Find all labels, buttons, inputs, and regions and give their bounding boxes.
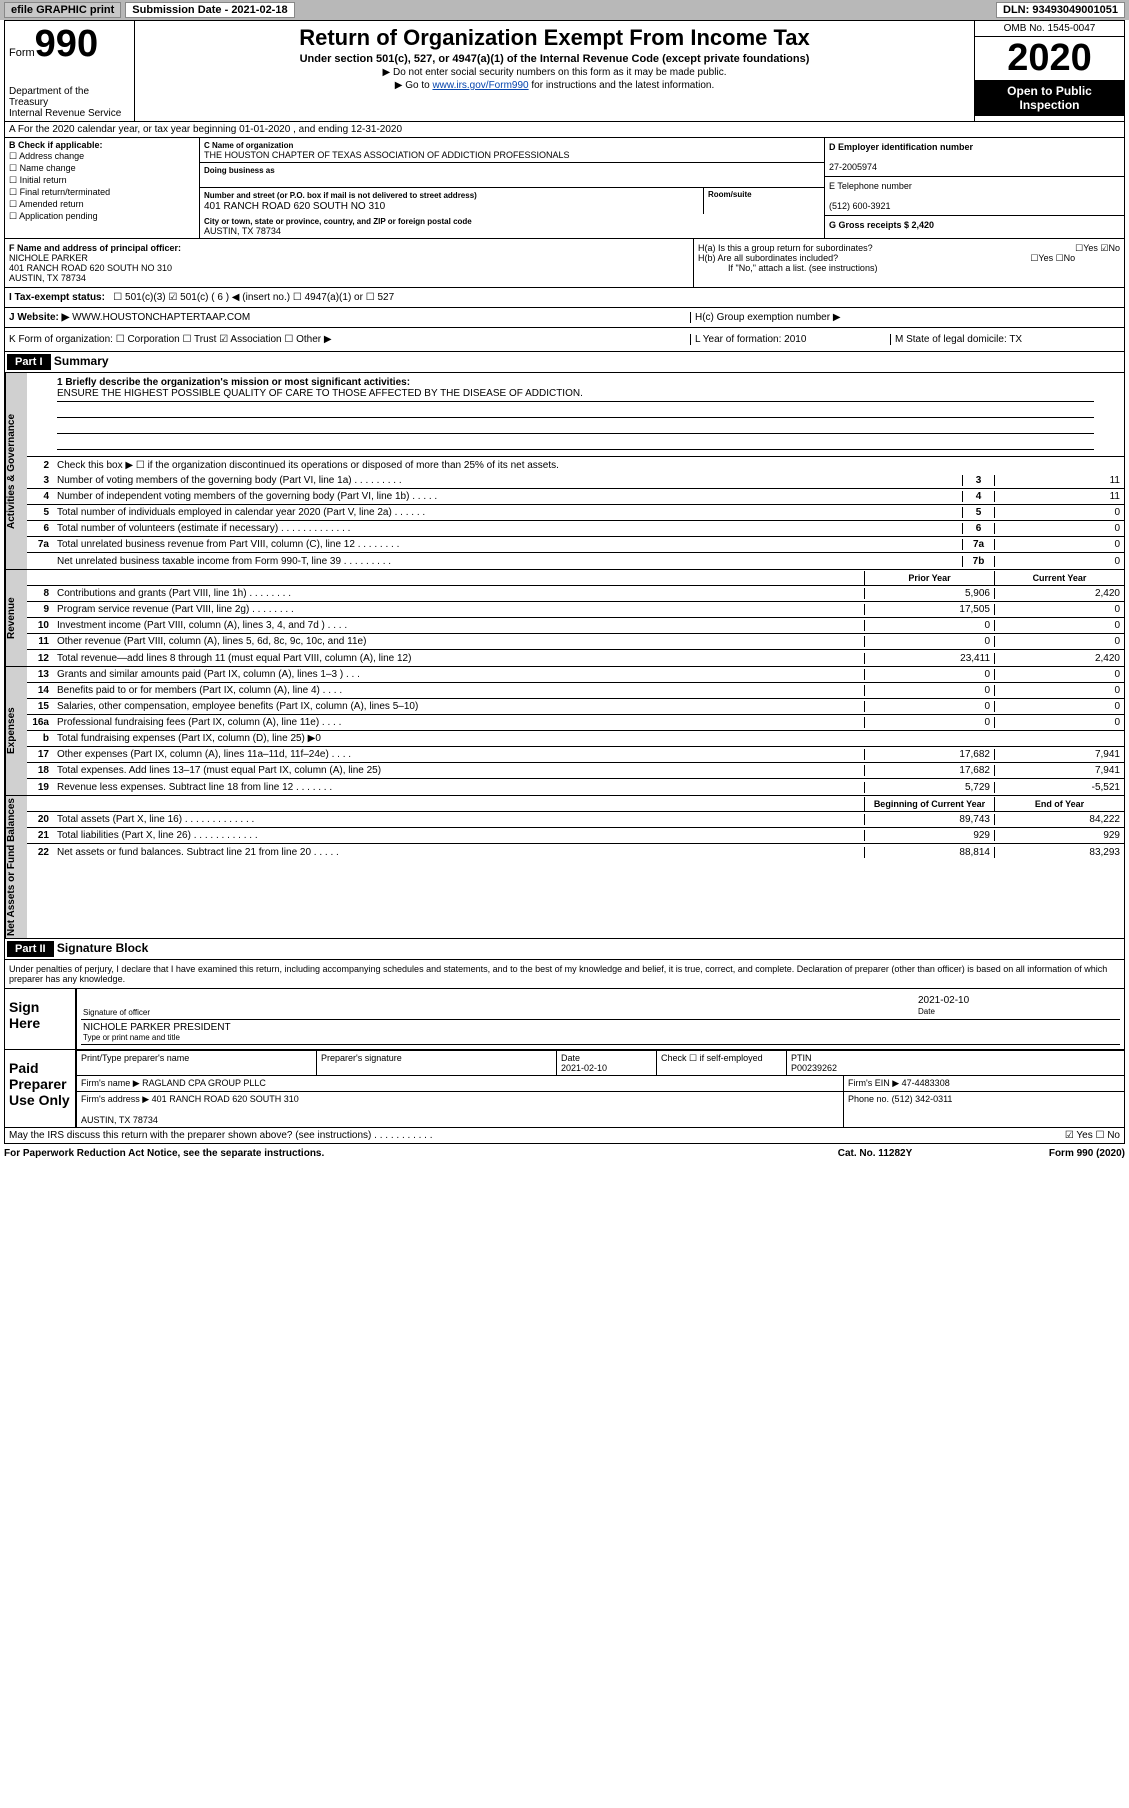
open-public: Open to Public Inspection [975,80,1124,116]
perjury-text: Under penalties of perjury, I declare th… [5,960,1124,988]
summary-line: Net unrelated business taxable income fr… [27,553,1124,569]
tax-year: 2020 [975,37,1124,80]
may-discuss-yn: ☑ Yes ☐ No [1065,1130,1120,1141]
section-h: H(a) Is this a group return for subordin… [694,239,1124,287]
cat-no: Cat. No. 11282Y [775,1148,975,1159]
ptin: P00239262 [791,1063,837,1073]
firm-name: RAGLAND CPA GROUP PLLC [142,1078,266,1088]
group-exemption: H(c) Group exemption number ▶ [690,312,1120,323]
summary-line: 8Contributions and grants (Part VIII, li… [27,586,1124,602]
website-url: WWW.HOUSTONCHAPTERTAAP.COM [69,312,250,323]
summary-line: 10Investment income (Part VIII, column (… [27,618,1124,634]
mission-text: ENSURE THE HIGHEST POSSIBLE QUALITY OF C… [57,388,1094,402]
sign-here: Sign Here [5,989,75,1049]
ein: 27-2005974 [829,162,877,172]
summary-line: 21Total liabilities (Part X, line 26) . … [27,828,1124,844]
summary-line: 13Grants and similar amounts paid (Part … [27,667,1124,683]
summary-line: 18Total expenses. Add lines 13–17 (must … [27,763,1124,779]
org-street: 401 RANCH ROAD 620 SOUTH NO 310 [204,201,385,212]
form-title: Return of Organization Exempt From Incom… [139,25,970,51]
firm-ein: 47-4483308 [902,1078,950,1088]
form-ref: Form 990 (2020) [975,1148,1125,1159]
irs-link[interactable]: www.irs.gov/Form990 [432,80,528,91]
side-revenue: Revenue [5,570,27,666]
summary-line: 4Number of independent voting members of… [27,489,1124,505]
form-number: 990 [35,23,98,65]
note-ssn: ▶ Do not enter social security numbers o… [139,67,970,78]
summary-line: 17Other expenses (Part IX, column (A), l… [27,747,1124,763]
may-discuss-text: May the IRS discuss this return with the… [9,1130,1065,1141]
side-net: Net Assets or Fund Balances [5,796,27,938]
dept-treasury: Department of the Treasury [9,86,130,108]
tax-exempt-row: I Tax-exempt status: ☐ 501(c)(3) ☑ 501(c… [5,288,1124,308]
summary-line: 3Number of voting members of the governi… [27,473,1124,489]
form-990: Form990 Department of the Treasury Inter… [4,20,1125,1144]
check-b-section: B Check if applicable: ☐ Address change … [5,138,200,238]
summary-line: 12Total revenue—add lines 8 through 11 (… [27,650,1124,666]
summary-line: 16aProfessional fundraising fees (Part I… [27,715,1124,731]
year-formation: L Year of formation: 2010 [690,334,890,345]
org-city: AUSTIN, TX 78734 [204,226,281,236]
form-prefix: Form [9,47,35,59]
form-of-org: K Form of organization: ☐ Corporation ☐ … [9,334,690,345]
summary-line: 6Total number of volunteers (estimate if… [27,521,1124,537]
org-name: THE HOUSTON CHAPTER OF TEXAS ASSOCIATION… [204,150,570,160]
summary-line: 20Total assets (Part X, line 16) . . . .… [27,812,1124,828]
summary-line: 15Salaries, other compensation, employee… [27,699,1124,715]
form-subtitle: Under section 501(c), 527, or 4947(a)(1)… [139,53,970,65]
submission-date: Submission Date - 2021-02-18 [125,2,294,18]
section-f: F Name and address of principal officer:… [5,239,694,287]
summary-line: 7aTotal unrelated business revenue from … [27,537,1124,553]
irs-label: Internal Revenue Service [9,108,130,119]
note-goto: ▶ Go to www.irs.gov/Form990 for instruct… [139,80,970,91]
summary-line: 22Net assets or fund balances. Subtract … [27,844,1124,860]
side-expenses: Expenses [5,667,27,795]
side-governance: Activities & Governance [5,373,27,569]
firm-phone: (512) 342-0311 [892,1094,953,1104]
gross-receipts: G Gross receipts $ 2,420 [829,220,934,230]
officer-name: NICHOLE PARKER PRESIDENT [83,1022,1118,1033]
summary-line: bTotal fundraising expenses (Part IX, co… [27,731,1124,747]
dln: DLN: 93493049001051 [996,2,1125,18]
summary-line: 14Benefits paid to or for members (Part … [27,683,1124,699]
part-ii-header: Part II [7,941,54,957]
summary-line: 9Program service revenue (Part VIII, lin… [27,602,1124,618]
part-i-header: Part I [7,354,51,370]
paid-preparer: Paid Preparer Use Only [5,1050,75,1127]
summary-line: 19Revenue less expenses. Subtract line 1… [27,779,1124,795]
summary-line: 11Other revenue (Part VIII, column (A), … [27,634,1124,650]
summary-line: 5Total number of individuals employed in… [27,505,1124,521]
phone: (512) 600-3921 [829,201,891,211]
efile-button[interactable]: efile GRAPHIC print [4,2,121,18]
omb-number: OMB No. 1545-0047 [975,21,1124,37]
top-bar: efile GRAPHIC print Submission Date - 20… [0,0,1129,20]
period-line: A For the 2020 calendar year, or tax yea… [5,122,1124,138]
state-domicile: M State of legal domicile: TX [890,334,1120,345]
paperwork-notice: For Paperwork Reduction Act Notice, see … [4,1148,775,1159]
